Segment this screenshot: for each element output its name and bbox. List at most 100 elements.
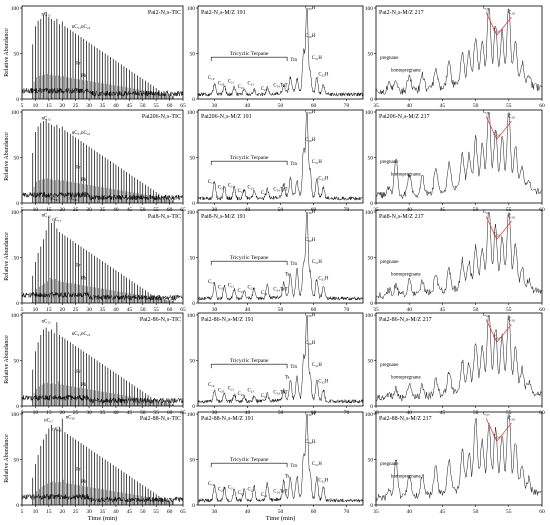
peak-label: nC₁₅ (41, 12, 51, 17)
y-tick-label: 100 (365, 6, 374, 12)
y-tick-label: 50 (190, 359, 196, 365)
x-tick-label: 35 (373, 509, 379, 515)
chart-panel: 0 50 100 5 10 15 20 25 30 35 40 45 50 55 60 65 Pai2-88-N… (11, 411, 186, 515)
peak-label: Ph (81, 178, 87, 183)
peak-label: nC₁₇ (44, 418, 54, 423)
peak-label: Ph (81, 480, 87, 485)
peak-label: C₂₈ (493, 336, 500, 341)
chart-panel: 0 50 100 35 40 45 50 55 60 Pai2-N₁s-M/Z 217 pregna… (365, 5, 545, 109)
peak-label: C₂₄ (261, 394, 268, 399)
panel-title: Pai206-N₁s-M/Z 191 (201, 114, 252, 120)
peak-label: nC₁₅ (41, 319, 51, 324)
x-tick-label: 30 (212, 410, 218, 416)
chromatogram-trace (197, 112, 364, 202)
peak-label: C₂₇ (483, 110, 490, 115)
peak-label: C₂₀ (218, 185, 225, 190)
x-tick-label: 30 (86, 103, 92, 109)
peak-label: C₂₄ (261, 87, 268, 92)
x-tick-label: 50 (473, 410, 479, 416)
peak-label: C₁₉ (208, 280, 215, 285)
plot-frame (375, 5, 543, 100)
peak-label: Pr (76, 264, 81, 269)
c27-c28-connector (485, 12, 498, 36)
panel-title: Pai2-88-N₁s-M/Z 191 (201, 416, 254, 422)
peak-label: C₃₂H (318, 72, 329, 77)
y-tick-label: 50 (368, 256, 374, 262)
x-tick-label: 30 (86, 307, 92, 313)
x-tick-label: 65 (180, 307, 186, 313)
peak-label: Pr (76, 467, 81, 472)
peak-label: Tm (290, 464, 297, 469)
x-tick-label: 60 (167, 307, 173, 313)
x-tick-label: 60 (311, 509, 317, 515)
peak-label: C₂₀ (218, 81, 225, 86)
y-tick-label: 0 (16, 503, 19, 509)
y-tick-label: 100 (365, 313, 374, 319)
peak-label: C₂₉H (305, 34, 316, 39)
peak-label: C₂₂ (238, 189, 245, 194)
y-tick-label: 100 (187, 210, 196, 216)
x-tick-label: 40 (406, 103, 412, 109)
x-tick-label: 50 (140, 509, 146, 515)
panel-title: Pai8-N₁s-TIC (148, 214, 181, 220)
panel-title: Pai2-86-N₁s-M/Z 191 (201, 317, 254, 323)
x-tick-label: 50 (473, 307, 479, 313)
x-tick-label: 40 (113, 103, 119, 109)
x-tick-label: 30 (212, 103, 218, 109)
x-tick-label: 30 (86, 509, 92, 515)
x-tick-label: 55 (506, 410, 512, 416)
terpane-label: Tricyclic Terpane (230, 457, 269, 463)
y-tick-label: 0 (192, 97, 195, 103)
plot-frame (375, 312, 543, 407)
peak-label: C₃₂H (318, 379, 329, 384)
y-tick-label: 100 (187, 6, 196, 12)
y-tick-label: 100 (11, 6, 20, 12)
peak-label: nC₁₅ (41, 214, 51, 219)
y-tick-label: 50 (190, 156, 196, 162)
peak-label: Ph (81, 276, 87, 281)
peak-label: C₂₉ (508, 317, 515, 322)
x-tick-label: 35 (100, 509, 106, 515)
x-tick-label: 55 (153, 410, 159, 416)
chromatogram-trace (197, 414, 364, 504)
peak-label: nC₁₈ (52, 427, 62, 432)
peak-label: C₂₄TeT (273, 390, 287, 395)
peak-label: Ph (81, 383, 87, 388)
x-tick-label: 40 (245, 410, 251, 416)
peak-label: C₁₉ (208, 76, 215, 81)
y-tick-label: 50 (190, 52, 196, 58)
x-tick-label: 70 (344, 509, 350, 515)
x-tick-label: 45 (440, 307, 446, 313)
peak-label: C₂₄ (261, 291, 268, 296)
x-tick-label: 20 (60, 307, 66, 313)
peak-label: C₃₁H (312, 56, 323, 61)
y-tick-label: 100 (11, 313, 20, 319)
x-tick-label: 50 (140, 307, 146, 313)
y-tick-label: 100 (187, 412, 196, 418)
panel-title: Pai8-N₁s-M/Z 217 (379, 214, 424, 220)
x-tick-label: 45 (440, 103, 446, 109)
peak-label: nC₂₁nC₂₂ (72, 25, 91, 30)
x-tick-label: 60 (539, 509, 545, 515)
peak-label: C₂₉ (508, 10, 515, 15)
panel-title: Pai2-N₁s-M/Z 217 (379, 10, 424, 16)
x-tick-label: 70 (344, 410, 350, 416)
terpane-label: Tricyclic Terpane (230, 155, 269, 161)
chromatogram-trace (197, 315, 364, 405)
peak-label: nC₁₇ (50, 197, 60, 202)
panel-title: Pai2-N₁s-TIC (148, 10, 181, 16)
y-tick-label: 0 (192, 503, 195, 509)
peak-label: Pr (76, 61, 81, 66)
x-tick-label: 60 (539, 103, 545, 109)
x-tick-label: 25 (73, 103, 79, 109)
x-tick-label: 50 (140, 410, 146, 416)
x-tick-label: 70 (344, 307, 350, 313)
peak-label: C₃₁H (312, 462, 323, 467)
peak-label: C₃₁H (312, 260, 323, 265)
x-tick-label: 60 (311, 103, 317, 109)
y-axis-label: Relative Abundance (4, 335, 10, 384)
